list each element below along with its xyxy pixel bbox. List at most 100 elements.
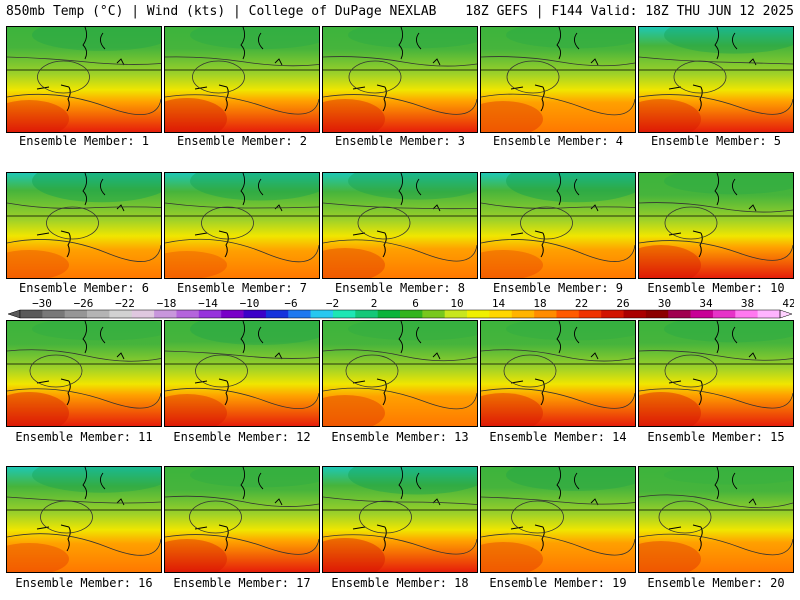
colorbar-tick-label: 26 [616,298,629,310]
temp-map-11 [7,321,161,426]
ensemble-panel-4[interactable] [480,26,636,133]
ensemble-label-14: Ensemble Member: 14 [489,430,627,444]
colorbar-tick-label: 2 [371,298,378,310]
ensemble-panel-15[interactable] [638,320,794,427]
temp-map-17 [165,467,319,572]
temp-map-15 [639,321,793,426]
ensemble-label-8: Ensemble Member: 8 [334,281,466,295]
ensemble-panel-18[interactable] [322,466,478,573]
ensemble-panel-20[interactable] [638,466,794,573]
colorbar-swatch [690,310,714,318]
colorbar-tick-label: 18 [533,298,546,310]
colorbar-swatch [467,310,490,318]
ensemble-label-10: Ensemble Member: 10 [647,281,785,295]
ensemble-panel-8[interactable] [322,172,478,279]
ensemble-panel-16[interactable] [6,466,162,573]
colorbar-tick-label: 34 [699,298,713,310]
ensemble-panel-19[interactable] [480,466,636,573]
colorbar-tick-label: −22 [115,298,135,310]
colorbar-swatch [288,310,311,318]
ensemble-label-6: Ensemble Member: 6 [18,281,150,295]
colorbar-tick-label: 42 [782,298,794,310]
colorbar-swatch [534,310,557,318]
colorbar-swatch [757,310,781,318]
temp-map-8 [323,173,477,278]
colorbar-swatch [444,310,468,318]
colorbar-tick-label: −18 [157,298,177,310]
colorbar-swatch [109,310,133,318]
ensemble-panel-11[interactable] [6,320,162,427]
ensemble-label-13: Ensemble Member: 13 [331,430,469,444]
colorbar-swatch [131,310,155,318]
temp-map-20 [639,467,793,572]
colorbar-tick-label: 6 [412,298,419,310]
temp-map-7 [165,173,319,278]
ensemble-label-18: Ensemble Member: 18 [331,576,469,590]
colorbar-tick-label: −2 [326,298,339,310]
colorbar-swatch [176,310,200,318]
temp-map-5 [639,27,793,132]
colorbar-tick-label: 30 [658,298,671,310]
colorbar-swatch [601,310,624,318]
temp-map-19 [481,467,635,572]
colorbar-swatch [42,310,66,318]
ensemble-panel-13[interactable] [322,320,478,427]
ensemble-panel-17[interactable] [164,466,320,573]
colorbar-swatch [87,310,110,318]
temp-map-3 [323,27,477,132]
temp-map-1 [7,27,161,132]
colorbar-swatch [64,310,88,318]
colorbar-swatch [623,310,647,318]
colorbar-swatch [645,310,669,318]
temp-map-12 [165,321,319,426]
ensemble-panel-2[interactable] [164,26,320,133]
ensemble-panel-1[interactable] [6,26,162,133]
temperature-colorbar: −30 −26 −22 −18 −14 −10 −6 −2 2 6 10 14 18 22 26 30 34 38… [7,298,794,319]
temp-map-6 [7,173,161,278]
colorbar-swatch [243,310,267,318]
ensemble-label-19: Ensemble Member: 19 [489,576,627,590]
temp-map-14 [481,321,635,426]
ensemble-label-11: Ensemble Member: 11 [15,430,153,444]
colorbar-swatch [712,310,736,318]
ensemble-panel-3[interactable] [322,26,478,133]
ensemble-panel-14[interactable] [480,320,636,427]
ensemble-label-3: Ensemble Member: 3 [334,134,466,148]
colorbar-swatch [556,310,580,318]
ensemble-label-4: Ensemble Member: 4 [492,134,624,148]
colorbar-swatch [668,310,691,318]
colorbar-swatch [20,310,43,318]
run-valid-time: 18Z GEFS | F144 Valid: 18Z THU JUN 12 20… [465,4,794,19]
temp-map-9 [481,173,635,278]
temp-map-13 [323,321,477,426]
ensemble-label-2: Ensemble Member: 2 [176,134,308,148]
colorbar-swatch [735,310,758,318]
colorbar-tick-label: 22 [575,298,588,310]
temp-map-2 [165,27,319,132]
ensemble-label-1: Ensemble Member: 1 [18,134,150,148]
colorbar-swatch [332,310,356,318]
ensemble-label-20: Ensemble Member: 20 [647,576,785,590]
ensemble-label-5: Ensemble Member: 5 [650,134,782,148]
colorbar-tick-label: 38 [741,298,754,310]
temp-map-16 [7,467,161,572]
ensemble-label-12: Ensemble Member: 12 [173,430,311,444]
ensemble-panel-10[interactable] [638,172,794,279]
ensemble-panel-5[interactable] [638,26,794,133]
colorbar-swatch [377,310,401,318]
colorbar-swatch [221,310,244,318]
colorbar-tick-label: −14 [198,298,218,310]
colorbar-tick-label: −26 [74,298,94,310]
ensemble-panel-12[interactable] [164,320,320,427]
colorbar-swatch [310,310,334,318]
colorbar-swatch [198,310,222,318]
ensemble-panel-7[interactable] [164,172,320,279]
colorbar-tick-label: −30 [32,298,52,310]
colorbar-swatch [489,310,513,318]
ensemble-label-15: Ensemble Member: 15 [647,430,785,444]
colorbar-swatch [400,310,423,318]
colorbar-swatch [265,310,289,318]
ensemble-panel-6[interactable] [6,172,162,279]
ensemble-label-7: Ensemble Member: 7 [176,281,308,295]
ensemble-panel-9[interactable] [480,172,636,279]
